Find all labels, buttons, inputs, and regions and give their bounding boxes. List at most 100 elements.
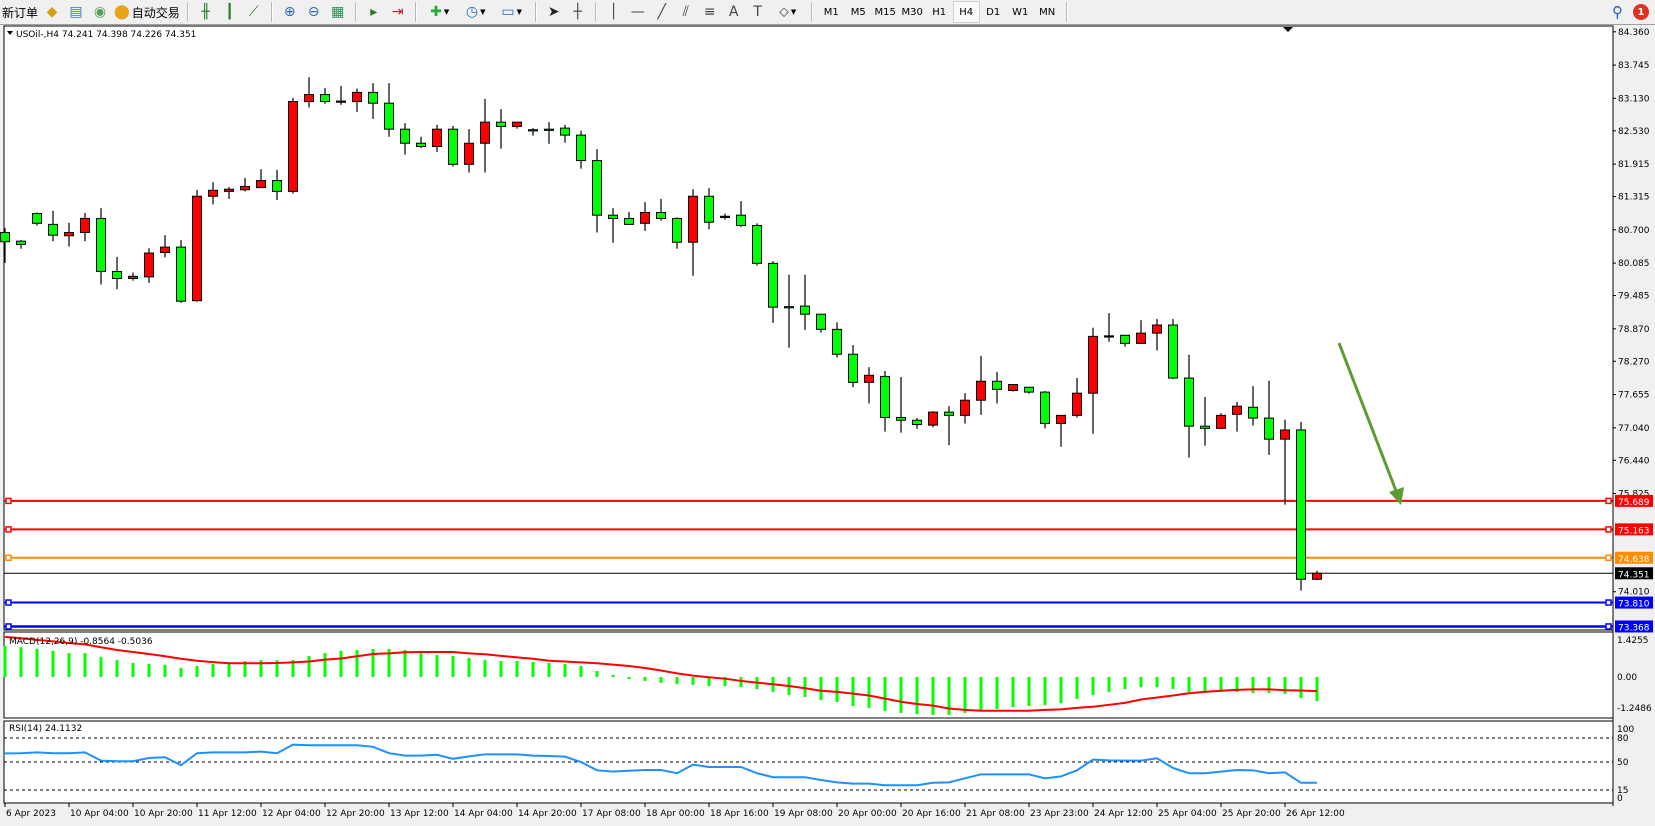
templates-button[interactable]: ▭ ▼ <box>494 1 530 23</box>
timeframe-h1[interactable]: H1 <box>932 6 947 18</box>
candle-body <box>784 306 794 309</box>
candle <box>1184 354 1194 458</box>
horizontal-line-button[interactable]: — <box>626 1 650 23</box>
candle-body <box>864 374 874 383</box>
candle-body <box>752 224 762 264</box>
notification-badge[interactable]: 1 <box>1633 4 1649 20</box>
timeframe-h4[interactable]: H4 <box>952 1 980 23</box>
time-axis-label: 21 Apr 08:00 <box>966 809 1025 819</box>
candle <box>1264 380 1274 455</box>
shapes-button[interactable]: ⬦ ▼ <box>770 1 806 23</box>
candle <box>1120 334 1130 347</box>
level-handle-left[interactable] <box>5 599 12 606</box>
text-button[interactable]: A <box>722 1 746 23</box>
dropdown-arrow-icon: ▼ <box>790 8 797 16</box>
trendline-button[interactable]: ╱ <box>650 1 674 23</box>
toolbar: 新订单 ◆ ▤ ◉ ⬤ 自动交易 ╫ ┃ ⟋ ⊕ ⊖ ▦ ▸ ⇥ ✚ ▼ ◷ ▼ ▭ ▼ ➤ ┼ │ — ╱ ⫽ ≡ A T ⬦ ▼ M1 M5… <box>0 0 1655 25</box>
timeframe-m30[interactable]: M30 <box>901 6 923 18</box>
level-handle-left[interactable] <box>5 497 12 505</box>
signals-icon: ◉ <box>93 4 107 20</box>
auto-trading-button[interactable]: ⬤ 自动交易 <box>112 1 182 23</box>
time-axis-label: 18 Apr 00:00 <box>646 809 705 819</box>
candle <box>864 367 874 404</box>
channel-button[interactable]: ⫽ <box>674 1 698 23</box>
candle <box>1280 419 1290 505</box>
price-label-box <box>1615 523 1653 536</box>
candle-body <box>208 189 218 197</box>
text-label-button[interactable]: T <box>746 1 770 23</box>
candle-body <box>1280 429 1290 440</box>
candle <box>896 376 906 433</box>
history-center-button[interactable]: ▤ <box>64 1 88 23</box>
level-handle-right[interactable] <box>1605 554 1612 562</box>
auto-scroll-button[interactable]: ▸ <box>362 1 386 23</box>
level-handle-left[interactable] <box>5 623 12 630</box>
candle-body <box>352 91 362 103</box>
candle-body <box>112 270 122 279</box>
candle-body <box>256 180 266 189</box>
candle-body <box>400 128 410 144</box>
timeframe-w1[interactable]: W1 <box>1012 6 1029 18</box>
timeframe-m15[interactable]: M15 <box>874 6 896 18</box>
timeframe-m1[interactable]: M1 <box>823 6 839 18</box>
price-label: 73.368 <box>1618 623 1650 633</box>
periods-button[interactable]: ◷ ▼ <box>458 1 494 23</box>
indicators-button[interactable]: ✚ ▼ <box>422 1 458 23</box>
cursor-button[interactable]: ➤ <box>542 1 566 23</box>
candle <box>880 371 890 432</box>
timeframe-d1[interactable]: D1 <box>986 6 1001 18</box>
search-icon[interactable]: ⚲ <box>1612 3 1623 21</box>
zoom-in-button[interactable]: ⊕ <box>278 1 302 23</box>
candlestick-button[interactable]: ┃ <box>218 1 242 23</box>
time-axis-label: 17 Apr 08:00 <box>582 809 641 819</box>
macd-axis-label: 0.00 <box>1617 673 1637 683</box>
signals-button[interactable]: ◉ <box>88 1 112 23</box>
price-axis-label: 76.440 <box>1618 456 1650 466</box>
bar-chart-button[interactable]: ╫ <box>194 1 218 23</box>
timeframe-mn[interactable]: MN <box>1039 6 1056 18</box>
level-handle-left[interactable] <box>5 554 12 562</box>
chart-shift-button[interactable]: ⇥ <box>386 1 410 23</box>
legend-collapse-icon[interactable] <box>7 31 13 35</box>
level-handle-left[interactable] <box>5 526 12 533</box>
candle-body <box>656 211 666 219</box>
candle-body <box>288 101 298 192</box>
candle-body <box>1136 332 1146 344</box>
tile-windows-button[interactable]: ▦ <box>326 1 350 23</box>
level-handle-right[interactable] <box>1605 497 1612 505</box>
toolbar-label: 新订单 <box>2 5 39 20</box>
price-label: 75.689 <box>1618 498 1650 508</box>
candle <box>592 149 602 233</box>
market-watch-button[interactable]: ◆ <box>40 1 64 23</box>
candle <box>1008 384 1018 392</box>
level-handle-right[interactable] <box>1605 526 1612 533</box>
line-chart-button[interactable]: ⟋ <box>242 1 266 23</box>
candle-body <box>768 262 778 308</box>
new-order-button[interactable]: 新订单 <box>0 1 40 23</box>
price-axis-label: 80.085 <box>1618 259 1650 269</box>
fibonacci-button[interactable]: ≡ <box>698 1 722 23</box>
text-icon: A <box>728 4 739 20</box>
down-arrow-annotation[interactable] <box>1337 342 1400 497</box>
candle <box>64 222 74 247</box>
timeframe-m5[interactable]: M5 <box>850 6 866 18</box>
candle <box>832 322 842 358</box>
crosshair-button[interactable]: ┼ <box>566 1 590 23</box>
candle <box>912 418 922 429</box>
zoom-out-button[interactable]: ⊖ <box>302 1 326 23</box>
candle-body <box>640 211 650 224</box>
price-label: 74.351 <box>1618 570 1650 580</box>
macd-signal-line <box>4 635 1318 712</box>
candle-body <box>80 217 90 234</box>
candle-body <box>96 217 106 272</box>
toolbar-label: 自动交易 <box>131 5 180 20</box>
candle <box>656 198 666 221</box>
price-label: 73.810 <box>1618 600 1650 610</box>
chart-shift-marker-icon[interactable] <box>1283 27 1293 32</box>
vertical-line-button[interactable]: │ <box>602 1 626 23</box>
candle <box>320 88 330 104</box>
level-handle-right[interactable] <box>1605 599 1612 606</box>
candle-body <box>496 121 506 127</box>
level-handle-right[interactable] <box>1605 623 1612 630</box>
